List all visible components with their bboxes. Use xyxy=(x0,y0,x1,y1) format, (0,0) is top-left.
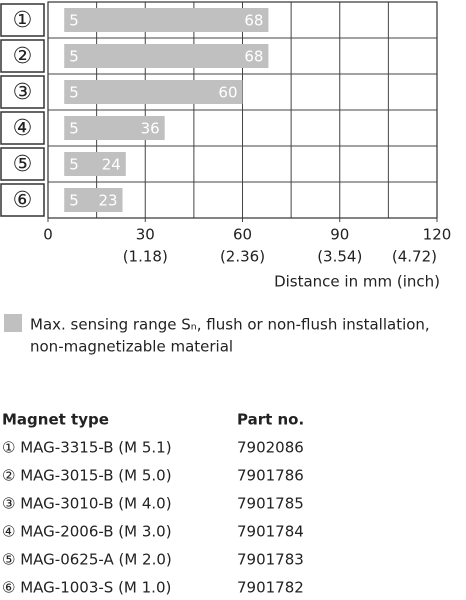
bar-start-label: 5 xyxy=(69,192,79,210)
row-label-cell xyxy=(0,75,45,109)
bar-end-label: 36 xyxy=(141,120,160,138)
part-number: 7901785 xyxy=(237,495,304,513)
bar-end-label: 23 xyxy=(98,192,117,210)
row-label-cell xyxy=(0,3,45,37)
row-label-cell xyxy=(0,39,45,73)
magnet-type: ④ MAG-2006-B (M 3.0) xyxy=(2,523,172,541)
legend-swatch xyxy=(4,314,22,332)
table-header: Part no. xyxy=(237,411,304,429)
bar xyxy=(64,152,126,176)
row-label: ③ xyxy=(13,80,33,105)
magnet-type: ② MAG-3015-B (M 5.0) xyxy=(2,467,172,485)
legend-text: Max. sensing range Sₙ, flush or non-flus… xyxy=(30,316,430,334)
x-tick-label: 0 xyxy=(43,226,53,244)
row-label-cell xyxy=(0,111,45,145)
bar xyxy=(64,44,269,68)
part-number: 7901786 xyxy=(237,467,304,485)
legend-text: non-magnetizable material xyxy=(30,338,233,356)
x-tick-sublabel: (4.72) xyxy=(392,248,437,266)
bar-end-label: 24 xyxy=(102,156,121,174)
part-number: 7901784 xyxy=(237,523,304,541)
bar xyxy=(64,8,269,32)
bar-start-label: 5 xyxy=(69,48,79,66)
magnet-type: ⑥ MAG-1003-S (M 1.0) xyxy=(2,579,171,597)
row-label: ② xyxy=(13,44,33,69)
x-tick-label: 90 xyxy=(330,226,349,244)
bar-start-label: 5 xyxy=(69,156,79,174)
row-label: ④ xyxy=(13,116,33,141)
x-tick-sublabel: (3.54) xyxy=(317,248,362,266)
x-tick-sublabel: (1.18) xyxy=(123,248,168,266)
part-number: 7902086 xyxy=(237,439,304,457)
bar-start-label: 5 xyxy=(69,84,79,102)
x-axis-label: Distance in mm (inch) xyxy=(274,273,440,291)
magnet-type: ③ MAG-3010-B (M 4.0) xyxy=(2,495,172,513)
bar-end-label: 68 xyxy=(244,48,263,66)
part-number: 7901783 xyxy=(237,551,304,569)
row-label-cell xyxy=(0,147,45,181)
bar xyxy=(64,116,165,140)
magnet-type: ⑤ MAG-0625-A (M 2.0) xyxy=(2,551,172,569)
bar-end-label: 60 xyxy=(218,84,237,102)
x-tick-label: 60 xyxy=(233,226,252,244)
row-label: ⑥ xyxy=(13,188,33,213)
x-tick-sublabel: (2.36) xyxy=(220,248,265,266)
bar xyxy=(64,80,243,104)
magnet-type: ① MAG-3315-B (M 5.1) xyxy=(2,439,172,457)
bar-start-label: 5 xyxy=(69,12,79,30)
table-header: Magnet type xyxy=(2,411,109,429)
row-label: ① xyxy=(13,8,33,33)
row-label-cell xyxy=(0,183,45,217)
bar-start-label: 5 xyxy=(69,120,79,138)
row-label: ⑤ xyxy=(13,152,33,177)
x-tick-label: 30 xyxy=(136,226,155,244)
bar xyxy=(64,188,123,212)
x-tick-label: 120 xyxy=(423,226,452,244)
part-number: 7901782 xyxy=(237,579,304,597)
bar-end-label: 68 xyxy=(244,12,263,30)
